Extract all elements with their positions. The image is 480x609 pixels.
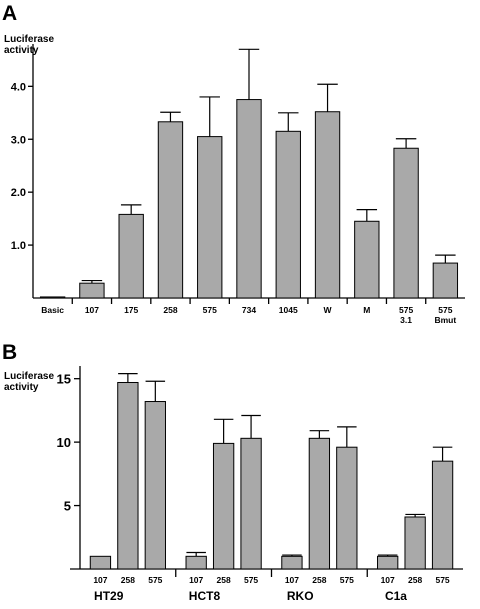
panel-b-x-tick-label: 107 (93, 575, 107, 585)
panel-a-x-tick-label: 734 (242, 305, 256, 315)
panel-b-x-tick-label: 107 (285, 575, 299, 585)
panel-a-x-tick-label: 575 (203, 305, 217, 315)
panel-a-bar (275, 130, 301, 299)
panel-a-x-tick-label: 175 (124, 305, 138, 315)
panel-b-x-tick-label: 258 (408, 575, 422, 585)
panel-b-group-label: C1a (385, 589, 407, 603)
panel-b-x-tick-label: 107 (189, 575, 203, 585)
panel-b-bar (240, 437, 262, 570)
panel-a-y-tick-label: 2.0 (11, 187, 26, 199)
panel-b-bar (377, 555, 399, 570)
panel-b-bar (144, 401, 166, 570)
panel-b-x-tick-label: 575 (435, 575, 449, 585)
panel-a-ylabel: Luciferase activity (4, 34, 54, 56)
panel-b-bar (404, 516, 426, 570)
panel-a-bar (39, 296, 66, 299)
panel-b-bar (117, 381, 139, 570)
panel-b-bar (308, 437, 331, 570)
panel-b-x-tick-label: 575 (148, 575, 162, 585)
panel-a-x-tick-label: M (363, 305, 370, 315)
panel-b-letter: B (2, 341, 17, 364)
panel-a-x-tick-label: 1045 (279, 305, 298, 315)
panel-a-x-tick-label: W (324, 305, 333, 315)
panel-a-bar (354, 220, 380, 299)
panel-a-y-tick-label: 3.0 (11, 134, 26, 146)
panel-a-bar (118, 213, 144, 299)
panel-a-x-tick-label: 258 (163, 305, 177, 315)
panel-b-bar (336, 446, 358, 570)
panel-a-chart: 1.0 2.0 3.0 4.0 Basic 107 175 258 575 734 1045 W M 57… (11, 44, 465, 325)
panel-a-bar (79, 282, 105, 299)
panel-a-x-tick-label: Basic (41, 305, 64, 315)
panel-b-y-tick-label: 15 (57, 372, 71, 387)
panel-b-x-tick-label: 575 (244, 575, 258, 585)
panel-a-y-tick-label: 1.0 (11, 240, 26, 252)
panel-b-group-label: RKO (287, 589, 314, 603)
panel-b-chart: 5 10 15 107 258 575 HT29 107 258 575 HCT8 107 258 575… (57, 366, 463, 603)
panel-b-bar (431, 460, 454, 570)
panel-a-bar (432, 262, 459, 299)
panel-b-x-tick-label: 258 (312, 575, 326, 585)
panel-a-x-tick-label: 107 (85, 305, 99, 315)
panel-b-y-tick-label: 10 (57, 435, 71, 450)
panel-a-y-tick-label: 4.0 (11, 81, 26, 93)
panel-a-bar (157, 121, 184, 299)
panel-a-x-tick-label: 575 3.1 (399, 305, 413, 325)
panel-a-bar (314, 111, 341, 299)
panel-b-group-label: HCT8 (189, 589, 221, 603)
panel-a-bar (236, 99, 262, 299)
panel-b-x-tick-label: 258 (217, 575, 231, 585)
panel-b-x-tick-label: 107 (381, 575, 395, 585)
panel-a-bar (197, 136, 223, 299)
panel-a-bar (393, 147, 419, 299)
panel-b-bar (89, 555, 112, 570)
panel-b-group-label: HT29 (94, 589, 124, 603)
panel-b-bar (212, 442, 235, 570)
panel-b-y-tick-label: 5 (64, 499, 71, 514)
panel-a-letter: A (2, 2, 17, 25)
panel-b-x-tick-label: 258 (121, 575, 135, 585)
panel-b-ylabel: Luciferase activity (4, 371, 54, 393)
panel-a-x-tick-label: 575 Bmut (434, 305, 456, 325)
panel-b-bar (281, 555, 303, 570)
panel-b-bar (185, 555, 207, 570)
panel-b-x-tick-label: 575 (340, 575, 354, 585)
